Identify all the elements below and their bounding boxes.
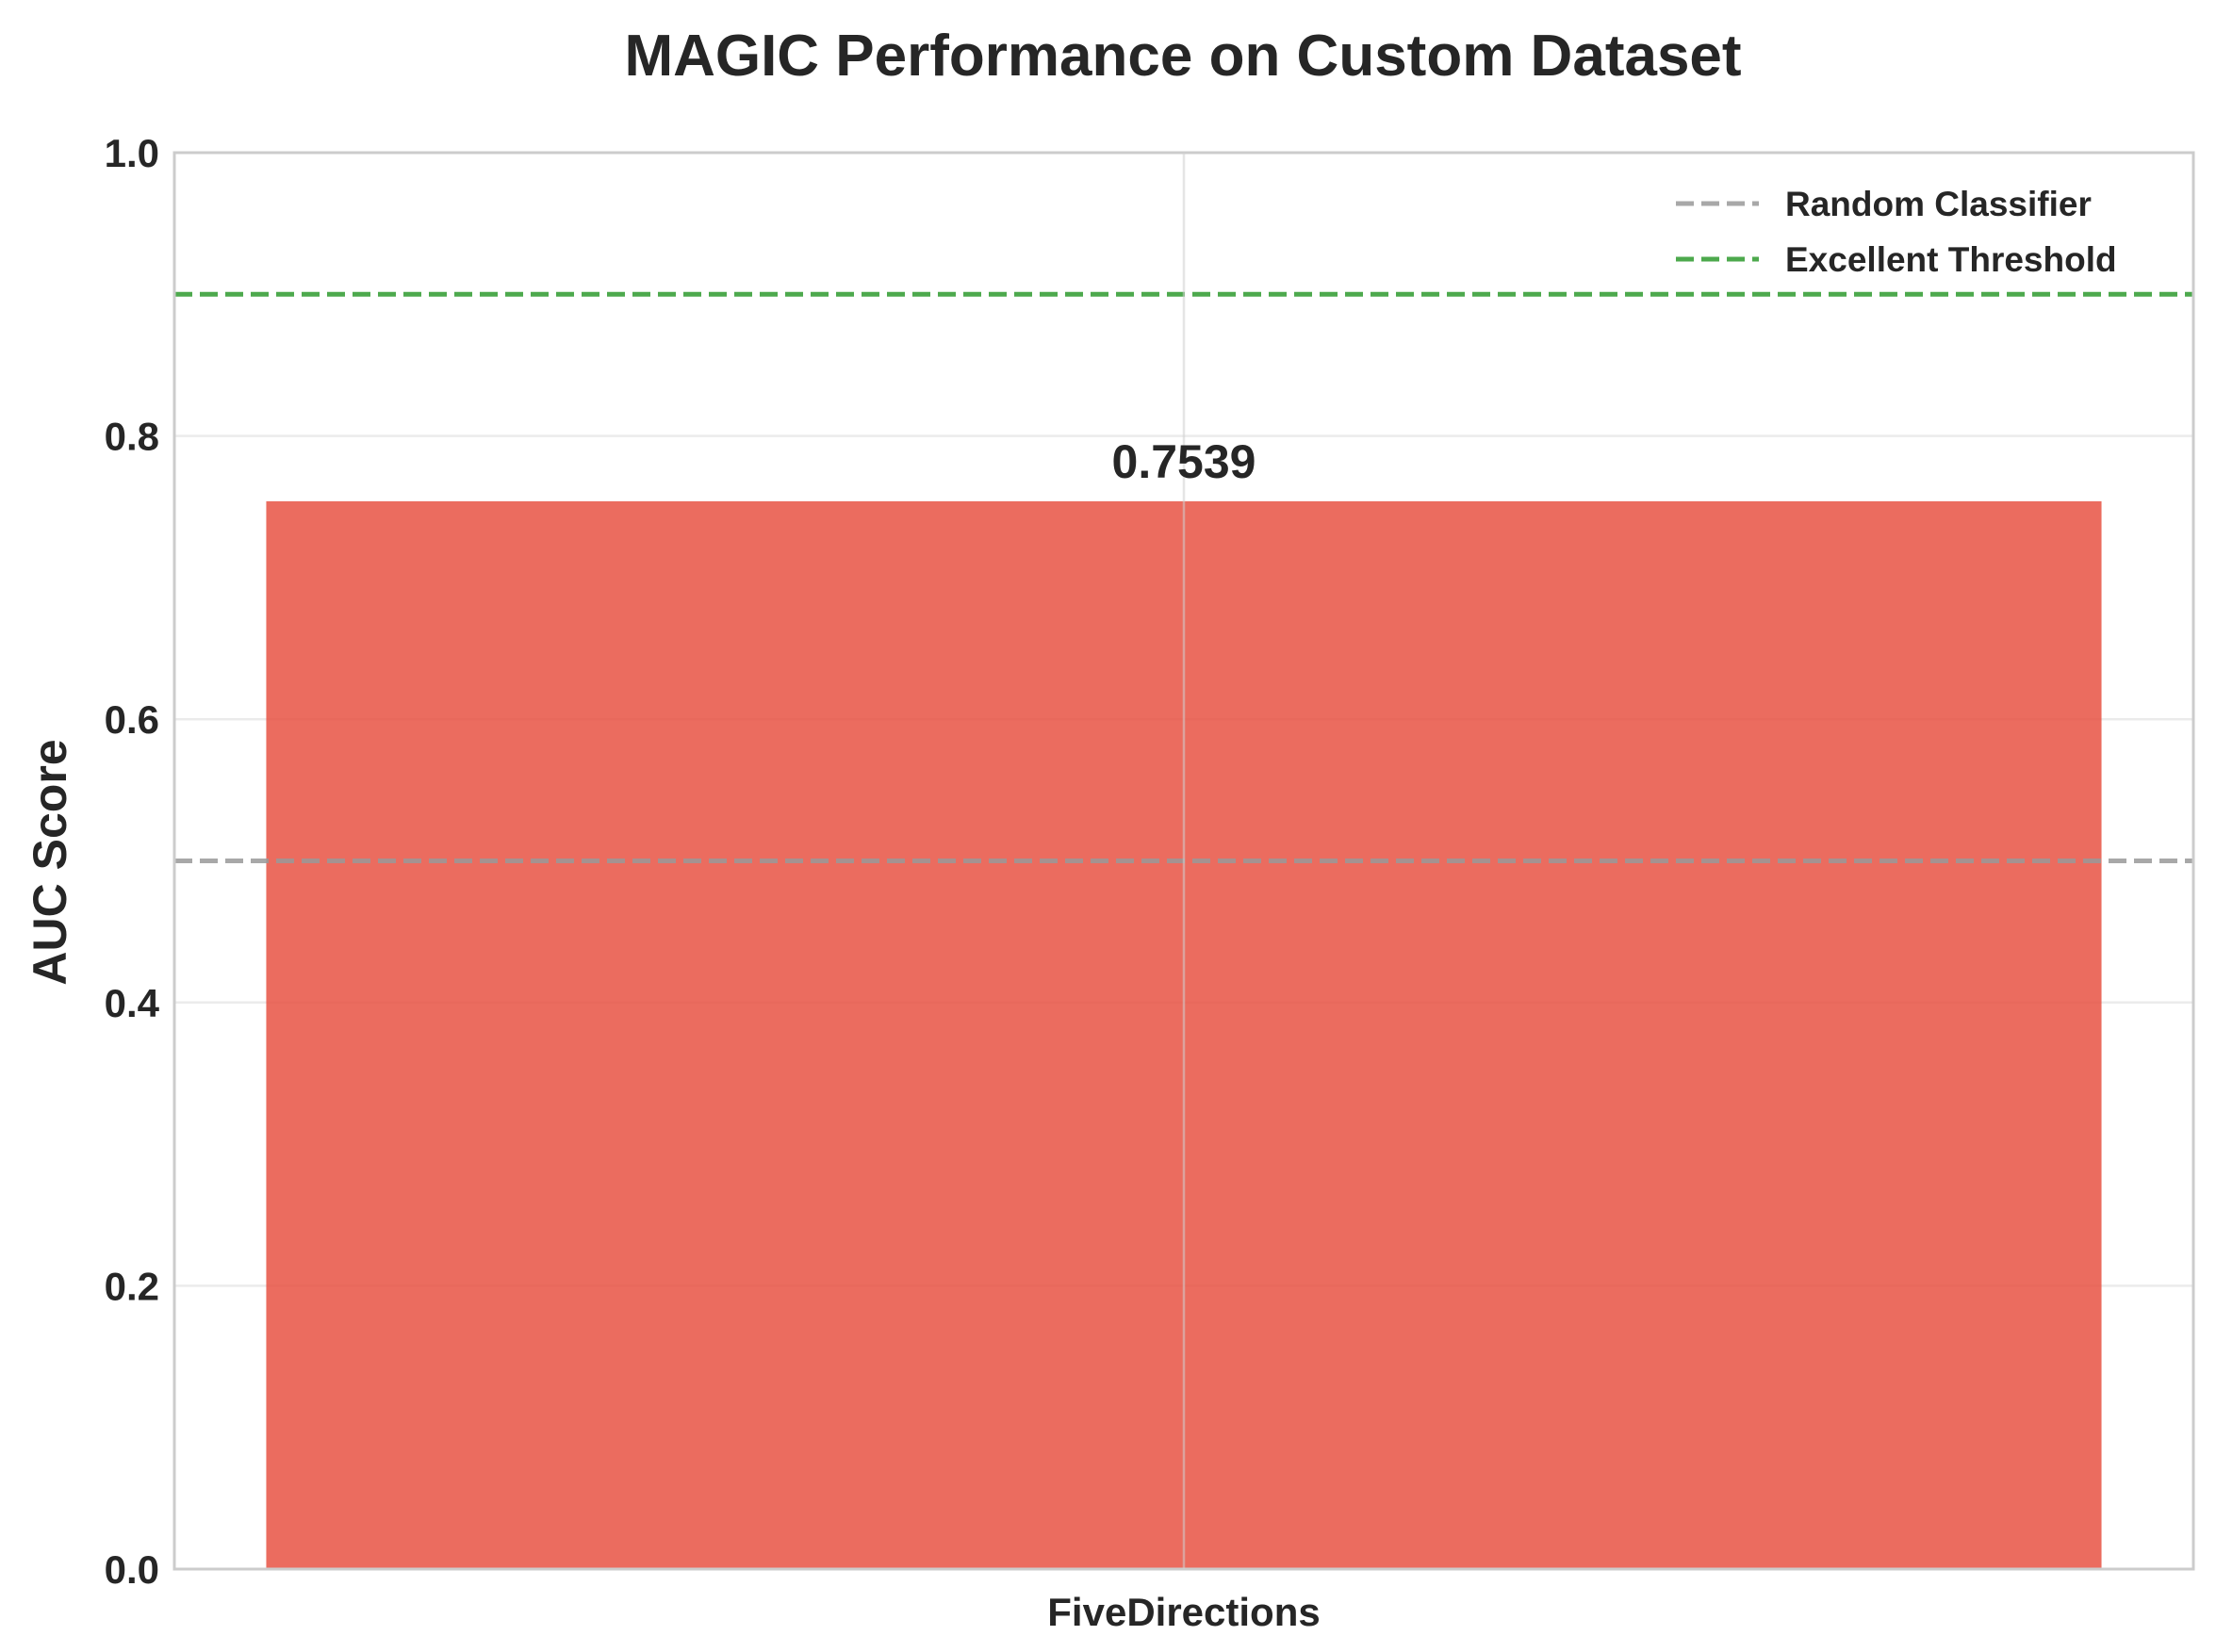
y-axis-label: AUC Score <box>24 739 76 985</box>
legend: Random Classifier Excellent Threshold <box>1676 185 2117 279</box>
plot-area <box>172 151 2195 1571</box>
data-labels: 0.7539 <box>1112 435 1256 488</box>
y-tick-label: 0.2 <box>105 1264 159 1308</box>
x-tick-label: FiveDirections <box>1047 1590 1320 1634</box>
y-axis-ticks: 0.0 0.2 0.4 0.6 0.8 1.0 <box>105 131 160 1592</box>
x-axis-ticks: FiveDirections <box>1047 1590 1320 1634</box>
y-tick-label: 0.0 <box>105 1547 159 1592</box>
y-tick-label: 0.8 <box>105 415 159 459</box>
y-tick-label: 1.0 <box>105 131 159 175</box>
y-tick-label: 0.6 <box>105 697 159 742</box>
legend-label: Excellent Threshold <box>1785 240 2117 279</box>
legend-label: Random Classifier <box>1785 185 2092 223</box>
data-label: 0.7539 <box>1112 435 1256 488</box>
chart-title: MAGIC Performance on Custom Dataset <box>624 24 1741 89</box>
y-tick-label: 0.4 <box>105 981 160 1025</box>
